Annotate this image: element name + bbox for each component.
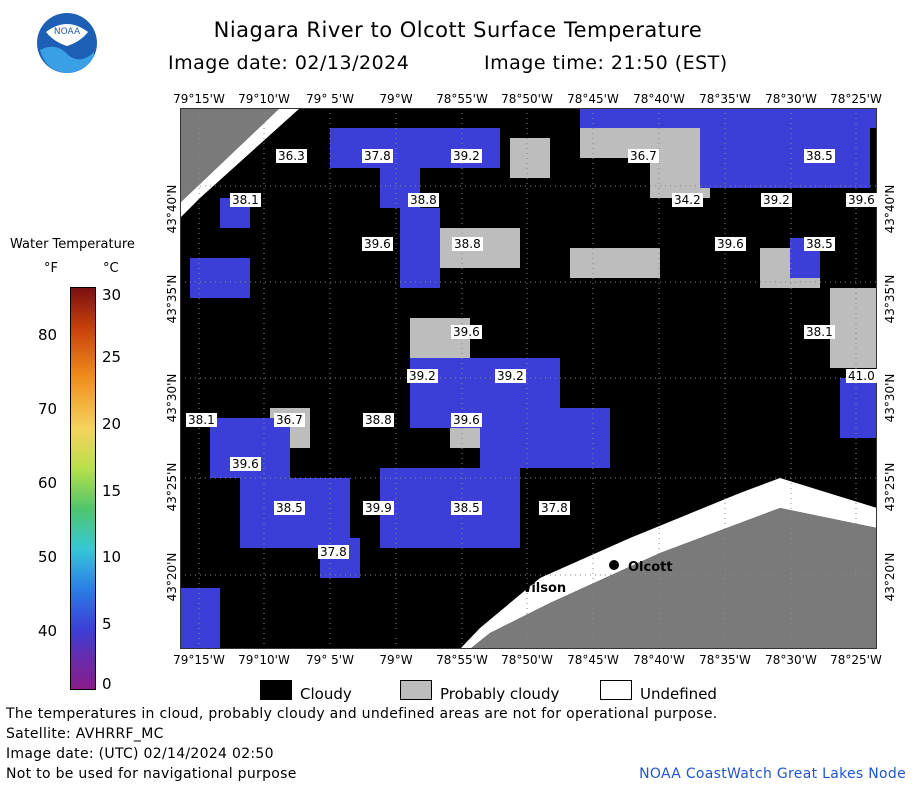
lon-label-bottom: 79°W xyxy=(379,653,413,667)
temp-label: 34.2 xyxy=(672,193,703,207)
f-tick: 60 xyxy=(38,474,58,492)
temp-label: 38.1 xyxy=(804,325,835,339)
lon-label-bottom: 78°50'W xyxy=(501,653,553,667)
temp-label: 37.8 xyxy=(362,149,393,163)
c-tick: 5 xyxy=(102,615,112,633)
lon-label-top: 79° 5'W xyxy=(306,92,354,106)
nav-warning: Not to be used for navigational purpose xyxy=(6,766,297,782)
temp-label: 39.2 xyxy=(407,369,438,383)
f-tick: 80 xyxy=(38,326,58,344)
f-tick: 70 xyxy=(38,400,58,418)
temp-label: 36.3 xyxy=(276,149,307,163)
lon-label-top: 79°W xyxy=(379,92,413,106)
lat-label-left: 43°30'N xyxy=(165,373,179,423)
page-title: Niagara River to Olcott Surface Temperat… xyxy=(213,18,703,42)
temp-label: 37.8 xyxy=(318,545,349,559)
town-port-niagara: Port Niagara xyxy=(356,630,449,645)
satellite: Satellite: AVHRRF_MC xyxy=(6,726,164,742)
temp-label: 38.8 xyxy=(408,193,439,207)
lon-label-bottom: 79°15'W xyxy=(173,653,225,667)
lon-label-top: 79°10'W xyxy=(238,92,290,106)
lon-label-top: 78°45'W xyxy=(567,92,619,106)
cloudy-swatch xyxy=(260,680,292,700)
lon-label-top: 78°30'W xyxy=(765,92,817,106)
lon-label-top: 78°40'W xyxy=(633,92,685,106)
f-tick: 40 xyxy=(38,622,58,640)
town-olcott: Olcott xyxy=(628,560,673,575)
legend-unit-f: °F xyxy=(44,261,58,276)
temp-label: 38.5 xyxy=(804,237,835,251)
lat-label-right: 43°35'N xyxy=(883,274,897,324)
temp-label: 38.8 xyxy=(452,237,483,251)
temperature-map xyxy=(180,108,877,649)
c-tick: 25 xyxy=(102,348,122,366)
lon-label-top: 78°50'W xyxy=(501,92,553,106)
noaa-logo: NOAA xyxy=(36,12,98,74)
temp-label: 39.9 xyxy=(363,501,394,515)
temp-label: 36.7 xyxy=(628,149,659,163)
temp-label: 39.2 xyxy=(495,369,526,383)
c-tick: 20 xyxy=(102,415,122,433)
utc-date: Image date: (UTC) 02/14/2024 02:50 xyxy=(6,746,274,762)
lon-label-bottom: 78°40'W xyxy=(633,653,685,667)
town-wilson: Wilson xyxy=(517,581,567,596)
temp-label: 39.6 xyxy=(451,325,482,339)
c-tick: 30 xyxy=(102,286,122,304)
lon-label-bottom: 79°10'W xyxy=(238,653,290,667)
temp-label: 39.6 xyxy=(715,237,746,251)
lon-label-bottom: 78°55'W xyxy=(436,653,488,667)
lat-label-left: 43°35'N xyxy=(165,274,179,324)
lon-label-bottom: 78°25'W xyxy=(830,653,882,667)
f-tick: 50 xyxy=(38,548,58,566)
undefined-label: Undefined xyxy=(640,685,717,703)
temp-label: 39.6 xyxy=(362,237,393,251)
temp-label: 39.6 xyxy=(451,413,482,427)
legend-title: Water Temperature xyxy=(10,237,135,252)
lon-label-bottom: 78°45'W xyxy=(567,653,619,667)
logo-text: NOAA xyxy=(54,27,81,37)
wilson-marker-icon xyxy=(502,578,512,588)
temperature-colorbar xyxy=(70,287,96,690)
temp-label: 41.0 xyxy=(846,369,877,383)
lon-label-top: 78°35'W xyxy=(699,92,751,106)
lat-label-right: 43°40'N xyxy=(883,184,897,234)
temp-label: 36.7 xyxy=(274,413,305,427)
image-date: Image date: 02/13/2024 xyxy=(168,52,410,74)
temp-label: 39.6 xyxy=(846,193,877,207)
lat-label-left: 43°40'N xyxy=(165,184,179,234)
disclaimer: The temperatures in cloud, probably clou… xyxy=(6,706,718,722)
credit-link[interactable]: NOAA CoastWatch Great Lakes Node xyxy=(639,766,906,782)
temp-label: 37.8 xyxy=(539,501,570,515)
temp-label: 38.5 xyxy=(274,501,305,515)
lon-label-bottom: 79° 5'W xyxy=(306,653,354,667)
c-tick: 15 xyxy=(102,482,122,500)
probably-cloudy-label: Probably cloudy xyxy=(440,685,560,703)
lon-label-top: 78°25'W xyxy=(830,92,882,106)
legend-unit-c: °C xyxy=(103,261,119,276)
temp-label: 39.2 xyxy=(451,149,482,163)
temp-label: 38.5 xyxy=(451,501,482,515)
lat-label-left: 43°20'N xyxy=(165,552,179,602)
lat-label-right: 43°30'N xyxy=(883,373,897,423)
lon-label-top: 79°15'W xyxy=(173,92,225,106)
cloudy-label: Cloudy xyxy=(300,685,352,703)
temp-label: 38.8 xyxy=(363,413,394,427)
undefined-swatch xyxy=(600,680,632,700)
c-tick: 10 xyxy=(102,548,122,566)
temp-label: 38.5 xyxy=(804,149,835,163)
c-tick: 0 xyxy=(102,675,112,693)
olcott-marker-icon xyxy=(609,560,619,570)
lat-label-right: 43°20'N xyxy=(883,552,897,602)
temp-label: 38.1 xyxy=(230,193,261,207)
lon-label-top: 78°55'W xyxy=(436,92,488,106)
probably-cloudy-swatch xyxy=(400,680,432,700)
temp-label: 39.2 xyxy=(761,193,792,207)
lon-label-bottom: 78°30'W xyxy=(765,653,817,667)
temp-label: 38.1 xyxy=(186,413,217,427)
lat-label-left: 43°25'N xyxy=(165,462,179,512)
image-time: Image time: 21:50 (EST) xyxy=(484,52,728,74)
temp-label: 39.6 xyxy=(230,457,261,471)
lat-label-right: 43°25'N xyxy=(883,462,897,512)
lon-label-bottom: 78°35'W xyxy=(699,653,751,667)
